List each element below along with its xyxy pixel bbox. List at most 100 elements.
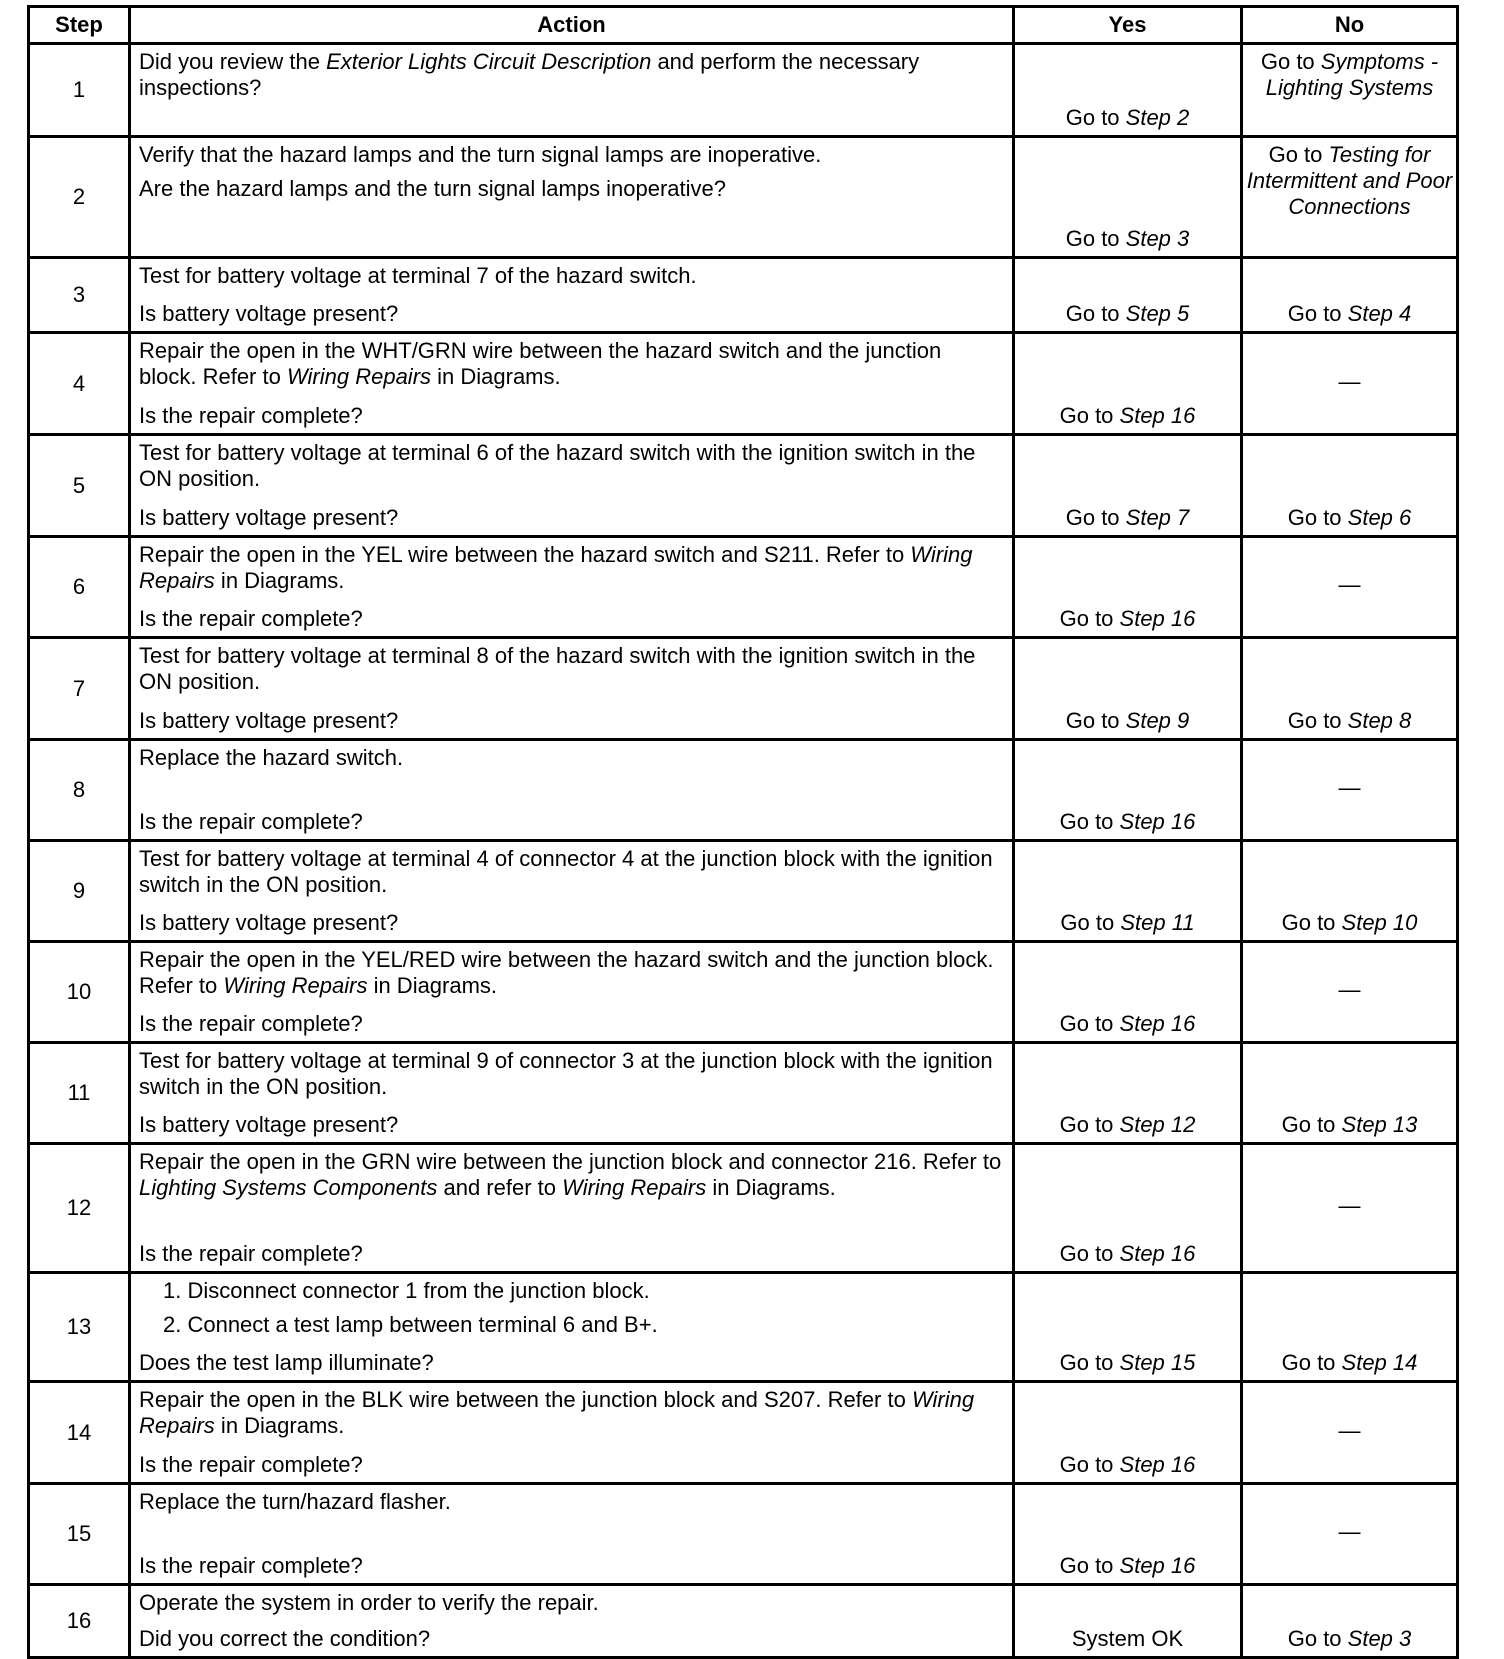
text-segment: Repair the open in the GRN wire between …: [139, 1149, 1002, 1174]
header-step: Step: [30, 8, 131, 42]
text-segment: Is the repair complete?: [139, 606, 363, 631]
yes-text: Go to Step 16: [1060, 1011, 1196, 1037]
action-cell: Repair the open in the GRN wire between …: [131, 1145, 1015, 1271]
action-question: Is the repair complete?: [139, 809, 1004, 835]
action-paragraph: Verify that the hazard lamps and the tur…: [139, 142, 1004, 168]
emphasis-text: Step 9: [1125, 708, 1190, 733]
text-segment: Go to: [1281, 910, 1342, 935]
text-segment: Test for battery voltage at terminal 9 o…: [139, 1048, 993, 1099]
text-segment: Did you correct the condition?: [139, 1626, 431, 1651]
text-segment: Test for battery voltage at terminal 7 o…: [139, 263, 697, 288]
text-segment: Test for battery voltage at terminal 4 o…: [139, 846, 993, 897]
action-question: Is battery voltage present?: [139, 301, 1004, 327]
no-result: Go to Step 8: [1243, 639, 1456, 738]
text-segment: Go to: [1065, 105, 1126, 130]
emphasis-text: Step 13: [1341, 1112, 1418, 1137]
step-number: 6: [30, 538, 131, 636]
action-cell: Test for battery voltage at terminal 8 o…: [131, 639, 1015, 738]
text-segment: Is battery voltage present?: [139, 708, 399, 733]
step-number: 11: [30, 1044, 131, 1142]
yes-result: Go to Step 16: [1015, 1485, 1243, 1583]
step-number: 3: [30, 259, 131, 331]
emphasis-text: Wiring Repairs: [562, 1175, 707, 1200]
text-segment: Go to: [1059, 1241, 1120, 1266]
action-paragraph: Did you review the Exterior Lights Circu…: [139, 49, 1004, 101]
table-row: 3 Test for battery voltage at terminal 7 …: [30, 259, 1456, 334]
text-segment: Is the repair complete?: [139, 1241, 363, 1266]
yes-text: Go to Step 16: [1060, 606, 1196, 632]
action-paragraph: Replace the hazard switch.: [139, 745, 1004, 771]
emphasis-text: Step 16: [1119, 1452, 1196, 1477]
text-segment: Is the repair complete?: [139, 403, 363, 428]
text-segment: 2. Connect a test lamp between terminal …: [163, 1312, 658, 1337]
emphasis-text: Step 16: [1119, 606, 1196, 631]
emphasis-text: Step 16: [1119, 1241, 1196, 1266]
text-segment: Verify that the hazard lamps and the tur…: [139, 142, 822, 167]
question-text: Is battery voltage present?: [139, 1112, 1004, 1138]
step-number: 13: [30, 1274, 131, 1380]
no-text: Go to Step 13: [1282, 1112, 1418, 1138]
action-instructions: Replace the turn/hazard flasher.: [139, 1489, 1004, 1515]
question-text: Is the repair complete?: [139, 403, 1004, 429]
no-result: —: [1243, 1383, 1456, 1482]
action-cell: Operate the system in order to verify th…: [131, 1586, 1015, 1656]
no-text: —: [1339, 369, 1361, 395]
yes-result: Go to Step 3: [1015, 138, 1243, 256]
yes-result: Go to Step 5: [1015, 259, 1243, 331]
yes-text: Go to Step 9: [1066, 708, 1190, 734]
action-cell: 1. Disconnect connector 1 from the junct…: [131, 1274, 1015, 1380]
action-question: Is battery voltage present?: [139, 910, 1004, 936]
yes-text: Go to Step 16: [1060, 1452, 1196, 1478]
emphasis-text: Step 16: [1119, 809, 1196, 834]
yes-result: Go to Step 16: [1015, 943, 1243, 1041]
action-question: Is the repair complete?: [139, 1241, 1004, 1267]
emphasis-text: Wiring Repairs: [139, 1387, 975, 1438]
text-segment: Go to: [1260, 49, 1321, 74]
text-segment: Is the repair complete?: [139, 1011, 363, 1036]
question-text: Is the repair complete?: [139, 809, 1004, 835]
action-paragraph: Repair the open in the BLK wire between …: [139, 1387, 1004, 1439]
action-question: Does the test lamp illuminate?: [139, 1350, 1004, 1376]
emphasis-text: Step 3: [1347, 1626, 1412, 1651]
text-segment: Go to: [1281, 1112, 1342, 1137]
question-text: Is battery voltage present?: [139, 505, 1004, 531]
text-segment: Operate the system in order to verify th…: [139, 1590, 599, 1615]
no-text: —: [1339, 1418, 1361, 1444]
action-cell: Test for battery voltage at terminal 6 o…: [131, 436, 1015, 535]
yes-text: Go to Step 5: [1066, 301, 1190, 327]
action-question: Is battery voltage present?: [139, 708, 1004, 734]
table-row: 2 Verify that the hazard lamps and the tu…: [30, 138, 1456, 259]
yes-result: Go to Step 16: [1015, 334, 1243, 433]
table-row: 9 Test for battery voltage at terminal 4 …: [30, 842, 1456, 943]
list-item: 2. Connect a test lamp between terminal …: [139, 1312, 1004, 1338]
no-text: Go to Step 6: [1288, 505, 1412, 531]
table-row: 5 Test for battery voltage at terminal 6 …: [30, 436, 1456, 538]
text-segment: Go to: [1059, 1350, 1120, 1375]
no-text: Go to Step 4: [1288, 301, 1412, 327]
header-no: No: [1334, 12, 1365, 37]
action-cell: Test for battery voltage at terminal 7 o…: [131, 259, 1015, 331]
action-instructions: Repair the open in the YEL/RED wire betw…: [139, 947, 1004, 999]
yes-text: Go to Step 16: [1060, 403, 1196, 429]
text-segment: in Diagrams.: [431, 364, 561, 389]
emphasis-text: Step 11: [1120, 910, 1195, 935]
text-segment: Go to: [1287, 1626, 1348, 1651]
text-segment: 1. Disconnect connector 1 from the junct…: [163, 1278, 650, 1303]
action-instructions: 1. Disconnect connector 1 from the junct…: [139, 1278, 1004, 1338]
emphasis-text: Lighting Systems Components: [139, 1175, 438, 1200]
no-text: —: [1339, 572, 1361, 598]
text-segment: —: [1338, 1417, 1361, 1443]
no-result: Go to Step 6: [1243, 436, 1456, 535]
table-row: 6 Repair the open in the YEL wire between…: [30, 538, 1456, 639]
text-segment: Replace the hazard switch.: [139, 745, 404, 770]
no-text: —: [1339, 1519, 1361, 1545]
no-result: Go to Step 3: [1243, 1586, 1456, 1656]
action-cell: Repair the open in the WHT/GRN wire betw…: [131, 334, 1015, 433]
text-segment: Does the test lamp illuminate?: [139, 1350, 434, 1375]
no-text: Go to Step 8: [1288, 708, 1412, 734]
no-result: —: [1243, 741, 1456, 839]
action-cell: Replace the hazard switch. Is the repair …: [131, 741, 1015, 839]
no-result: —: [1243, 943, 1456, 1041]
text-segment: and refer to: [437, 1175, 563, 1200]
action-cell: Test for battery voltage at terminal 9 o…: [131, 1044, 1015, 1142]
